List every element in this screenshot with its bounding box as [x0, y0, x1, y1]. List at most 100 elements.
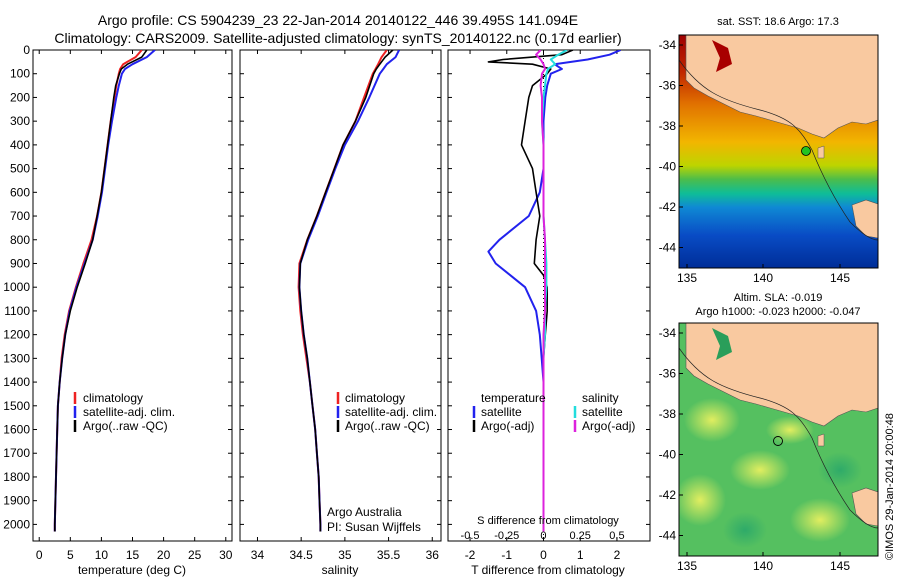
sla-map-frame	[678, 322, 879, 557]
salinity-y-ticks	[240, 49, 441, 525]
x-tick-label: 35	[338, 548, 352, 562]
depth-tick-label: 500	[10, 162, 30, 176]
x-tick-label: 36	[426, 548, 440, 562]
depth-axis-ticks: 0 100 200 300 400 500 600 700 800 900 1000 1100 1200…	[3, 43, 232, 531]
depth-tick-label: 2000	[3, 517, 30, 531]
depth-tick-label: 0	[23, 43, 30, 57]
sla-contour-line	[679, 347, 878, 529]
legend-label-argo: Argo(..raw -QC)	[83, 419, 168, 433]
x-tick-label: 0	[540, 548, 547, 562]
sla-low-anomaly	[818, 452, 862, 488]
map-lon-label: 140	[753, 271, 773, 285]
x-tick-label: 35.5	[377, 548, 401, 562]
temperature-axes-frame	[32, 49, 233, 542]
salinity-series	[297, 50, 400, 532]
credit-argo-australia: Argo Australia	[327, 505, 402, 519]
temperature-series	[53, 50, 156, 532]
imos-timestamp: ©IMOS 29-Jan-2014 20:00:48	[884, 413, 896, 560]
depth-tick-label: 900	[10, 256, 30, 270]
x-tick-label: 2	[614, 548, 621, 562]
map-lat-label: -34	[659, 38, 677, 52]
tasmania-land	[851, 199, 878, 239]
mainland-land	[685, 323, 878, 427]
depth-tick-label: 1100	[4, 304, 30, 318]
legend-label-satellite: satellite-adj. clim.	[83, 405, 175, 419]
salinity-panel: 34 34.5 35 35.5 36 salinity climatology sate…	[239, 49, 442, 577]
depth-tick-label: 300	[10, 114, 30, 128]
x-tick-label: 10	[95, 548, 109, 562]
king-island-land	[817, 433, 825, 447]
depth-tick-label: 1500	[3, 399, 30, 413]
difference-x-ticks: -2 -1 0 1 2	[465, 50, 621, 562]
temperature-panel: 0100200300400500600700800900100011001200…	[3, 43, 232, 577]
sla-high-anomaly	[730, 450, 790, 490]
argo-float-marker	[773, 436, 783, 446]
sla-low-anomaly	[723, 512, 767, 548]
legend-label-s-satellite: satellite	[582, 405, 623, 419]
sla-map-ticks: 135 140 145 -34 -36 -38 -40 -42 -44	[659, 326, 851, 573]
temperature-x-ticks: 0 5 10 15 20 25 30	[36, 50, 233, 562]
depth-tick-label: 1600	[3, 423, 30, 437]
sst-map-field	[679, 35, 878, 268]
legend-label-climatology: climatology	[83, 391, 143, 405]
s-diff-tick-label: 0.25	[570, 530, 591, 542]
depth-tick-label: 700	[10, 209, 30, 223]
temperature-legend: climatology satellite-adj. clim. Argo(..…	[73, 391, 175, 433]
difference-y-ticks	[448, 49, 650, 525]
legend-label-climatology: climatology	[345, 391, 405, 405]
x-tick-label: -2	[465, 548, 476, 562]
map-lat-label: -36	[659, 367, 677, 381]
sla-map-field	[679, 323, 878, 556]
figure-title-line2: Climatology: CARS2009. Satellite-adjuste…	[54, 30, 621, 46]
map-lat-label: -40	[659, 160, 677, 174]
map-lat-label: -44	[659, 529, 677, 543]
legend-label-t-satellite: satellite	[481, 405, 522, 419]
depth-tick-label: 1700	[3, 446, 30, 460]
map-lat-label: -36	[659, 79, 677, 93]
sla-map: Altim. SLA: -0.019 Argo h1000: -0.023 h2…	[659, 292, 879, 573]
salinity-legend: climatology satellite-adj. clim. Argo(..…	[336, 391, 437, 433]
king-island-land	[817, 145, 825, 159]
depth-tick-label: 200	[10, 90, 30, 104]
map-lat-label: -38	[659, 119, 677, 133]
x-tick-label: 30	[219, 548, 233, 562]
gulf-water	[712, 40, 732, 72]
sla-high-anomaly	[790, 498, 850, 542]
sst-map-ticks: 135 140 145 -34 -36 -38 -40 -42 -44	[659, 38, 851, 285]
difference-series	[487, 50, 621, 532]
legend-label-argo: Argo(..raw -QC)	[345, 419, 430, 433]
map-lon-label: 145	[830, 559, 850, 573]
x-tick-label: 0	[36, 548, 43, 562]
sst-map-frame	[678, 34, 879, 269]
map-lon-label: 140	[753, 559, 773, 573]
map-lat-label: -40	[659, 448, 677, 462]
sla-map-title1: Altim. SLA: -0.019	[734, 292, 823, 304]
x-tick-label: 5	[67, 548, 74, 562]
sst-map-title: sat. SST: 18.6 Argo: 17.3	[717, 16, 839, 28]
map-lon-label: 135	[677, 559, 697, 573]
sst-contour-line	[679, 59, 878, 241]
depth-tick-label: 400	[10, 138, 30, 152]
figure-title-line1: Argo profile: CS 5904239_23 22-Jan-2014 …	[98, 12, 578, 28]
x-tick-label: 15	[126, 548, 140, 562]
s-diff-tick-label: -0.25	[494, 530, 519, 542]
depth-tick-label: 1800	[3, 470, 30, 484]
map-lon-label: 135	[677, 271, 697, 285]
t-difference-xlabel: T difference from climatology	[471, 563, 625, 577]
legend-label-s-argo: Argo(-adj)	[582, 419, 635, 433]
credit-pi-name: PI: Susan Wijffels	[327, 520, 421, 534]
sla-high-anomaly	[684, 398, 740, 442]
salinity-difference-ticks: -0.5 -0.25 0 0.25 0.5	[461, 530, 625, 542]
map-lat-label: -42	[659, 488, 677, 502]
map-lat-label: -38	[659, 407, 677, 421]
x-tick-label: 34	[251, 548, 265, 562]
legend-title-temperature: temperature	[481, 391, 546, 405]
depth-tick-label: 1400	[3, 375, 30, 389]
sla-map-title2: Argo h1000: -0.023 h2000: -0.047	[695, 306, 860, 318]
x-tick-label: 20	[157, 548, 171, 562]
tasmania-land	[851, 487, 878, 527]
map-lon-label: 145	[830, 271, 850, 285]
sst-map: sat. SST: 18.6 Argo: 17.3 135 140 145 -34 -3…	[659, 16, 879, 285]
difference-axes-frame	[447, 49, 651, 542]
legend-title-salinity: salinity	[582, 391, 619, 405]
